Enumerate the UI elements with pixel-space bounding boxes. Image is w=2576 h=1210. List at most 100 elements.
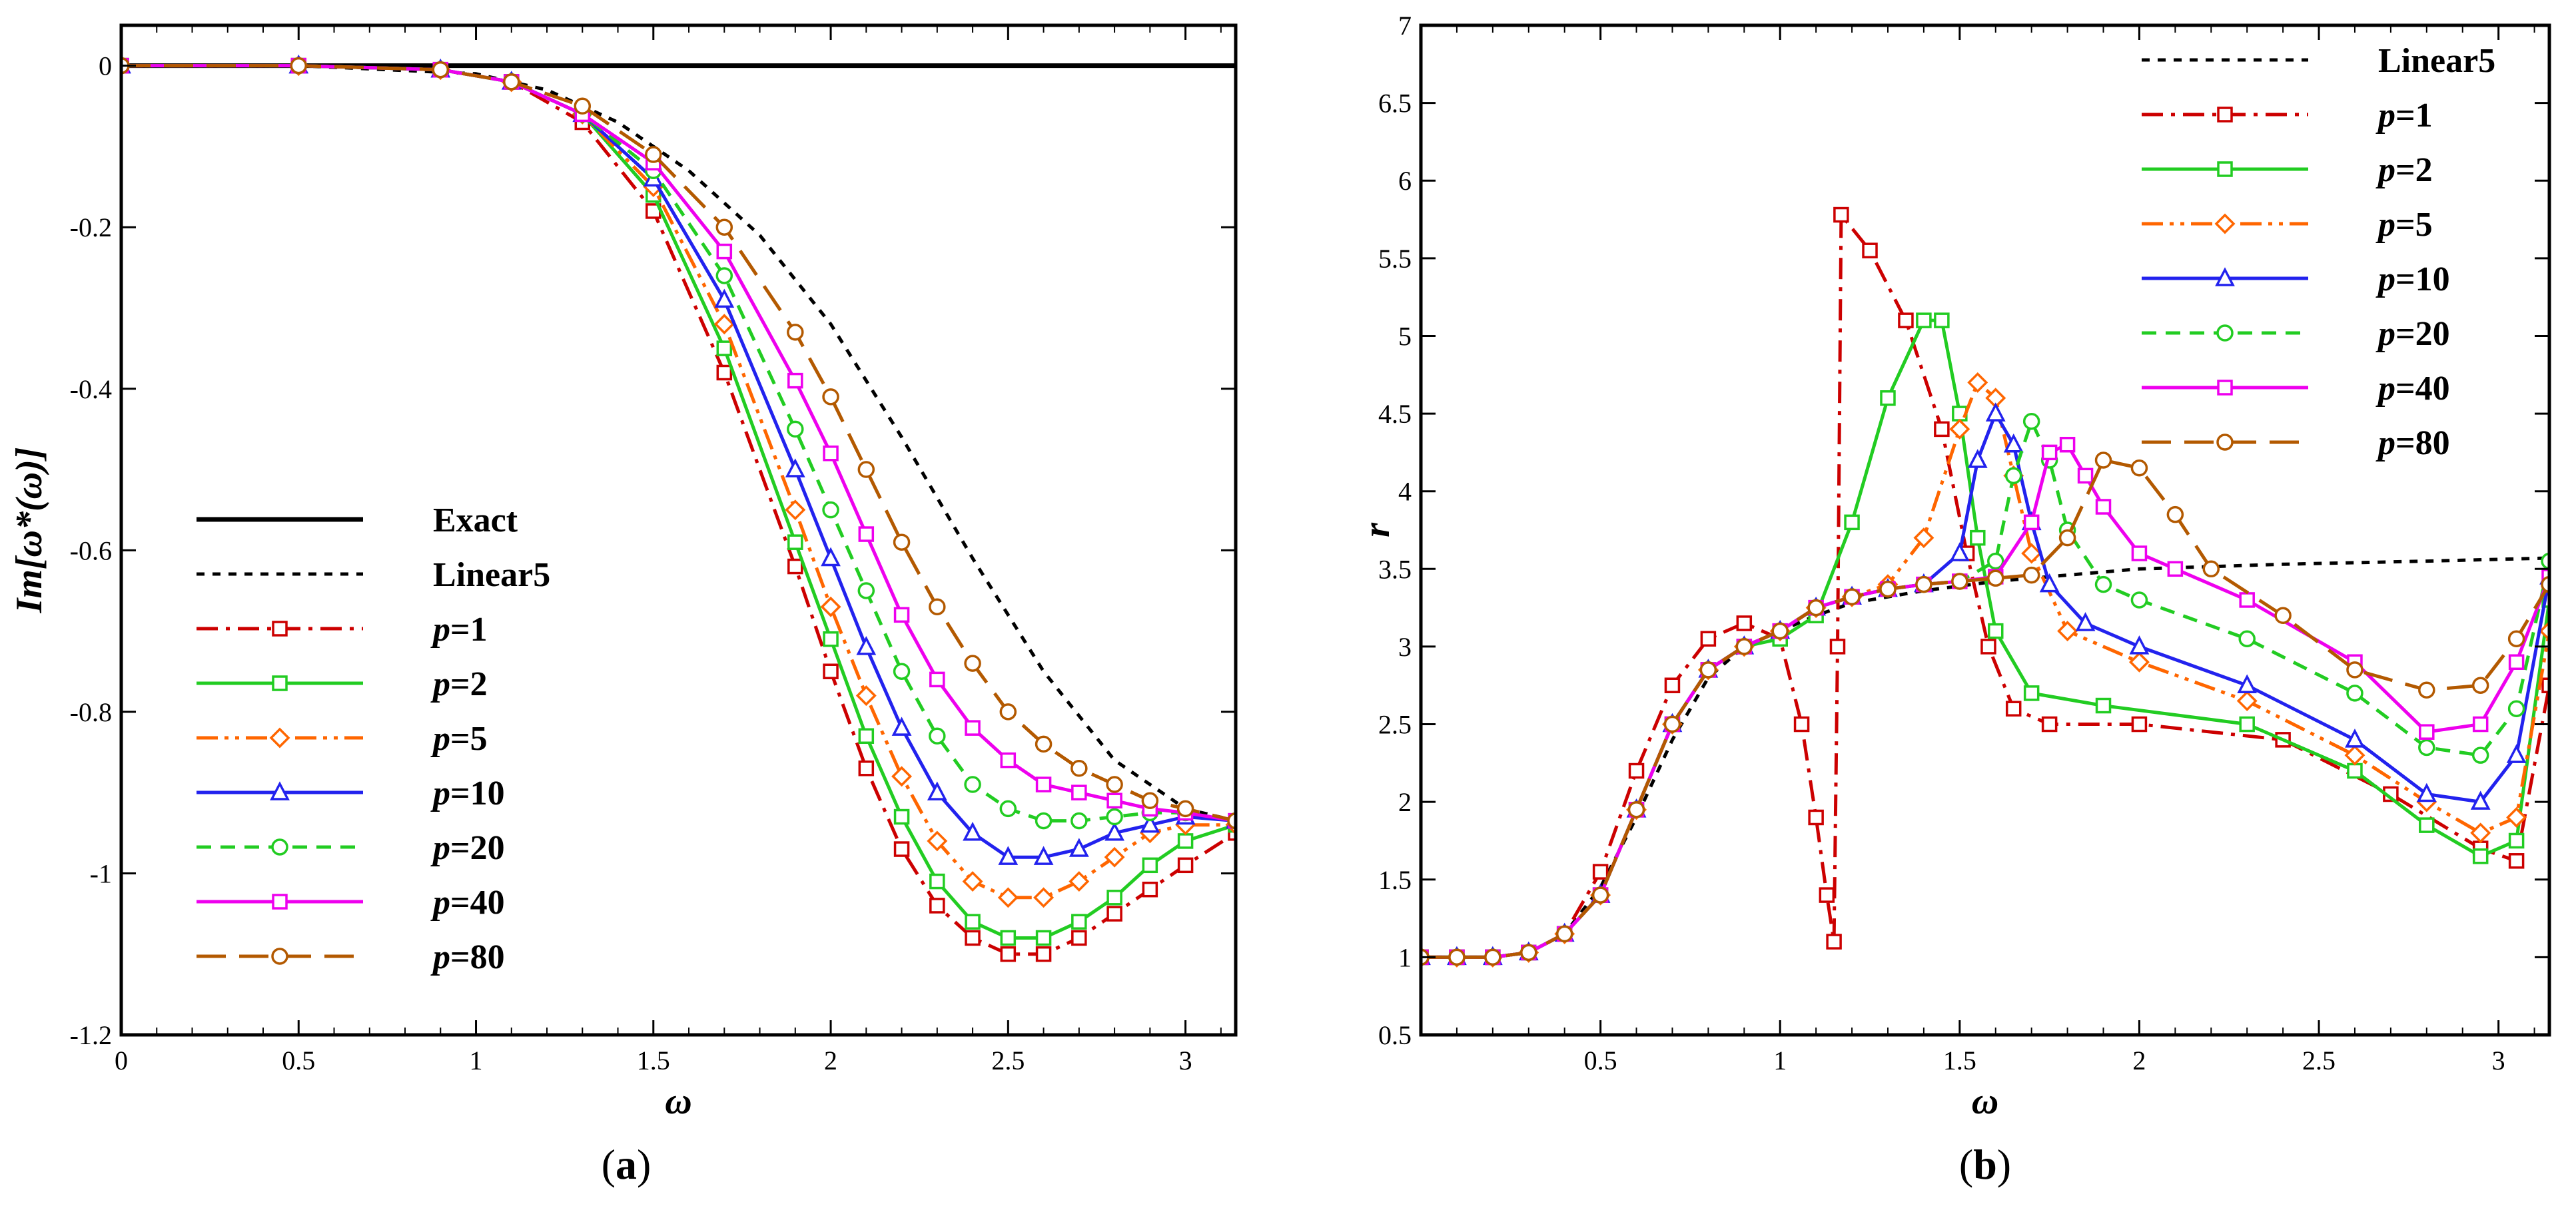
y-tick-label-b: 0.5	[1378, 1020, 1412, 1050]
legend-entry: p=2	[2142, 151, 2433, 189]
data-point	[716, 340, 733, 356]
legend-a: Exact Linear5 p=1 p=2 p=5 p=10 p=20 p=40 p=80	[197, 501, 550, 976]
data-point	[574, 97, 592, 115]
x-tick-label-b: 1.5	[1943, 1046, 1976, 1075]
data-point	[2167, 561, 2184, 577]
legend-marker	[272, 621, 288, 637]
axes-frame-a	[119, 23, 1238, 1037]
data-point	[1106, 776, 1123, 793]
data-point	[929, 727, 946, 745]
data-point	[713, 314, 735, 335]
legend-label: p=20	[2375, 315, 2450, 353]
data-point	[2470, 822, 2491, 844]
data-point	[1898, 312, 1914, 328]
legend-label: p=1	[430, 611, 488, 649]
data-point	[1591, 886, 1609, 904]
data-point	[2021, 543, 2042, 564]
data-point	[1227, 812, 1236, 830]
data-point	[2418, 739, 2435, 756]
data-point	[893, 808, 910, 825]
data-point	[1142, 857, 1158, 874]
series-markers-b-p80	[1421, 452, 2549, 966]
data-point	[1035, 930, 1052, 946]
y-tick-label-a: -0.4	[70, 374, 112, 404]
data-point	[2236, 691, 2258, 712]
data-point	[2418, 681, 2435, 699]
data-point	[1035, 776, 1052, 792]
data-point	[1986, 552, 2004, 570]
legend-marker	[2215, 267, 2235, 286]
legend-entry: p=10	[197, 774, 505, 812]
y-tick-label-a: -0.8	[70, 697, 112, 727]
data-point	[1035, 735, 1053, 753]
data-point	[2472, 848, 2489, 864]
data-point	[2041, 444, 2058, 461]
data-point	[962, 871, 983, 892]
data-point	[1177, 833, 1194, 849]
data-point	[1980, 639, 1996, 655]
data-point	[1915, 575, 1932, 593]
legend-marker	[2217, 161, 2233, 177]
data-point	[1555, 925, 1573, 943]
data-point	[927, 781, 947, 800]
series-markers-a-p20	[121, 57, 1236, 830]
data-point	[2344, 745, 2365, 766]
data-point	[893, 841, 910, 857]
legend-entry: p=10	[2142, 260, 2450, 298]
data-point	[1141, 792, 1159, 810]
legend-label: p=10	[430, 774, 505, 812]
data-point	[964, 655, 981, 672]
data-point	[2471, 677, 2489, 694]
data-point	[1071, 812, 1088, 830]
data-point	[1069, 871, 1090, 892]
legend-label: p=1	[2375, 97, 2433, 135]
data-point	[2095, 499, 2112, 515]
data-point	[858, 728, 875, 745]
series-markers-b-p10	[1421, 402, 2549, 966]
data-point	[999, 800, 1017, 818]
data-point	[823, 631, 839, 647]
x-tick-label-a: 2	[824, 1046, 837, 1075]
legend-entry: p=1	[2142, 97, 2433, 135]
data-point	[1071, 784, 1087, 800]
data-point	[787, 324, 804, 341]
data-point	[1033, 887, 1055, 908]
legend-marker	[2217, 107, 2233, 123]
series-line-b-p1	[1421, 213, 2549, 959]
data-point	[1819, 887, 1835, 903]
data-point	[1985, 402, 2006, 422]
y-tick-label-b: 4.5	[1378, 399, 1412, 429]
data-point	[2075, 612, 2096, 631]
data-point	[893, 533, 911, 551]
data-point	[2057, 621, 2078, 642]
data-point	[2131, 545, 2148, 561]
legend-entry: p=80	[2142, 424, 2450, 462]
data-point	[2041, 716, 2058, 733]
data-point	[2058, 529, 2076, 547]
legend-entry: Exact	[197, 501, 518, 539]
data-point	[1176, 800, 1194, 818]
data-point	[1000, 752, 1017, 768]
data-point	[1104, 846, 1125, 868]
data-point	[2059, 436, 2076, 453]
data-point	[785, 458, 805, 477]
data-point	[1833, 206, 1849, 223]
data-point	[1934, 312, 1950, 328]
legend-entry: p=5	[2142, 206, 2433, 244]
data-point	[1069, 838, 1089, 857]
series-markers-a-p5	[121, 55, 1236, 908]
data-point	[2094, 575, 2112, 593]
data-point	[1949, 542, 1970, 561]
legend-entry: p=80	[197, 938, 505, 976]
data-point	[2539, 621, 2549, 642]
data-point	[1035, 946, 1052, 962]
data-point	[2416, 782, 2437, 802]
data-point	[1627, 801, 1645, 818]
data-point	[2095, 697, 2112, 714]
data-point	[2166, 505, 2184, 523]
data-point	[645, 146, 662, 163]
data-point	[1140, 813, 1160, 833]
y-tick-label-b: 7	[1398, 11, 1412, 41]
y-tick-label-b: 2.5	[1378, 710, 1412, 740]
data-point	[2130, 591, 2148, 609]
